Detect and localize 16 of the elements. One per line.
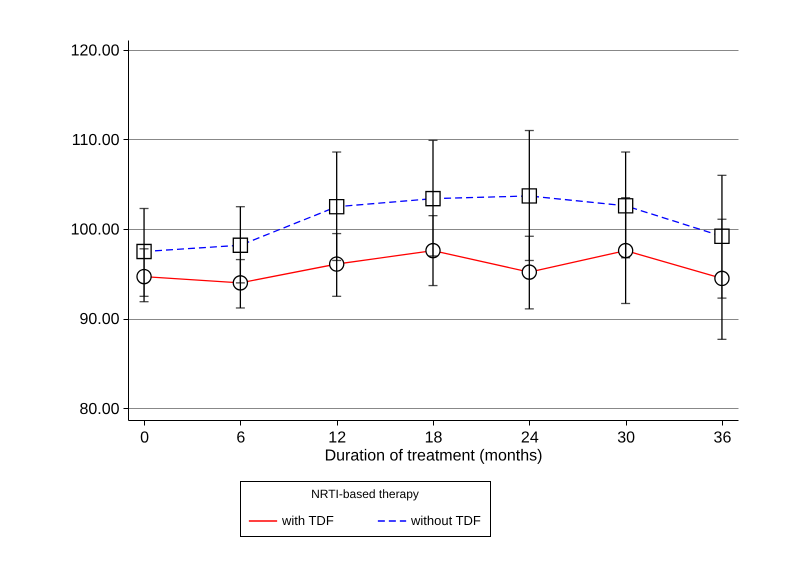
x-tick-label: 30 — [617, 430, 636, 446]
legend-label: with TDF — [281, 513, 334, 528]
x-tick-label: 0 — [140, 430, 150, 446]
y-tick-label: 120.00 — [70, 42, 120, 60]
y-tick-label: 80.00 — [79, 400, 120, 418]
x-tick-label: 24 — [520, 430, 539, 446]
y-tick-label: 100.00 — [70, 222, 120, 239]
x-axis-title: Duration of treatment (months) — [324, 448, 542, 464]
x-tick-label: 12 — [328, 430, 346, 446]
y-tick-label: 90.00 — [79, 311, 120, 328]
x-tick-label: 18 — [424, 430, 442, 446]
y-tick-label: 110.00 — [72, 132, 120, 149]
legend-label: without TDF — [410, 513, 481, 528]
x-tick-label: 36 — [714, 430, 732, 446]
legend-title: NRTI-based therapy — [311, 487, 419, 501]
x-tick-label: 6 — [236, 430, 246, 446]
